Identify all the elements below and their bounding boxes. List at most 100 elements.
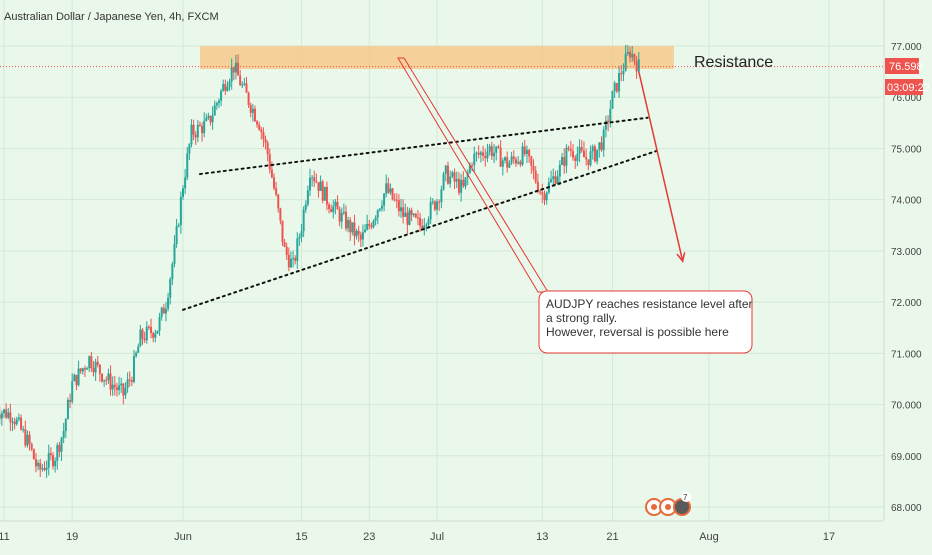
candle-body [433, 201, 436, 210]
candle-body [323, 186, 326, 201]
price-tick-label: 69.000 [891, 452, 922, 463]
candle-body [306, 190, 309, 205]
candle-body [88, 356, 91, 369]
callout[interactable]: AUDJPY reaches resistance level after a … [538, 290, 753, 354]
candle-body [56, 445, 59, 461]
watermark-logos[interactable]: 7 [645, 492, 691, 516]
candle-body [169, 279, 172, 298]
candle-body [28, 434, 31, 444]
candle-body [391, 188, 394, 200]
candle-body [477, 152, 480, 155]
candle-body [211, 115, 214, 123]
candle-body [20, 417, 23, 430]
candle-body [213, 105, 216, 116]
price-scale[interactable]: 77.000 76.000 75.000 74.000 73.000 72.000 71.0… [883, 0, 930, 520]
candle-body [198, 124, 201, 126]
candle-body [624, 53, 627, 71]
candle-body [296, 238, 299, 261]
resistance-zone[interactable] [199, 46, 674, 70]
candle-body [228, 81, 231, 87]
price-tick-labels: 77.000 76.000 75.000 74.000 73.000 72.000 71.0… [891, 42, 922, 514]
candle-body [633, 54, 636, 62]
candle-body [0, 414, 1, 419]
candle-body [631, 54, 634, 58]
candle-body [292, 257, 295, 259]
candle-body [431, 201, 434, 203]
candle-body [361, 232, 364, 240]
candle-body [397, 200, 400, 212]
candle-body [565, 147, 568, 166]
projection-arrow-head [676, 252, 686, 263]
candle-body [256, 121, 259, 125]
candle-body [460, 179, 463, 193]
time-axis[interactable]: 11 19 Jun 15 23 Jul 13 21 Aug 17 [0, 520, 884, 543]
candle-body [455, 178, 458, 182]
candle-body [504, 157, 506, 161]
candle-body [321, 181, 324, 201]
candle-body [39, 462, 42, 470]
candle-body [262, 132, 265, 139]
candle-body [75, 374, 78, 386]
candle-body [342, 211, 345, 213]
candle-body [196, 124, 199, 138]
candle-body [340, 212, 343, 222]
candle-body [328, 204, 331, 210]
candle-body [517, 161, 520, 164]
candle-body [387, 183, 390, 193]
candle-body [224, 84, 227, 91]
candle-body [552, 176, 555, 180]
candle-body [237, 62, 240, 76]
price-tick-label: 72.000 [891, 298, 922, 309]
countdown-tag [885, 79, 923, 95]
badge-count: 7 [683, 493, 688, 502]
last-price-label: 76.598 [889, 61, 923, 73]
candle-body [164, 308, 167, 314]
candle-body [453, 172, 456, 182]
projection-arrow[interactable] [638, 71, 684, 262]
candle-body [372, 220, 375, 228]
candle-body [376, 210, 379, 218]
candle-body [54, 460, 57, 467]
candle-body [289, 258, 292, 268]
candle-body [325, 186, 328, 205]
candle-body [446, 165, 449, 184]
candle-body [179, 196, 182, 226]
candle-body [175, 226, 178, 244]
candle-body [62, 430, 65, 438]
candle-body [334, 201, 337, 207]
candle-body [294, 257, 297, 261]
candle-body [370, 225, 373, 228]
candle-body [143, 338, 146, 341]
candle-body [207, 115, 210, 118]
time-tick-label: 21 [606, 531, 618, 543]
candle-body [171, 263, 174, 280]
candle-body [416, 217, 419, 219]
candle-body [5, 409, 8, 418]
candle-body [258, 124, 261, 130]
candle-body [24, 429, 27, 446]
time-tick-label: 17 [823, 531, 835, 543]
candle-body [304, 204, 307, 210]
candle-body [281, 220, 284, 242]
price-tick-label: 74.000 [891, 196, 922, 207]
candle-body [107, 373, 110, 381]
candle-body [126, 379, 129, 389]
candle-body [406, 212, 409, 225]
candle-body [563, 157, 566, 166]
candle-body [539, 191, 542, 193]
callout-line-1: AUDJPY reaches resistance level after [546, 297, 753, 311]
candle-body [364, 229, 367, 233]
time-tick-label: 11 [0, 531, 10, 543]
candle-body [347, 219, 350, 229]
symbol-title: Australian Dollar / Japanese Yen, 4h, FX… [4, 11, 219, 23]
price-tick-label: 75.000 [891, 144, 922, 155]
candle-body [13, 421, 16, 425]
candlestick-series[interactable] [0, 45, 640, 479]
candle-body [464, 177, 467, 187]
callout-box[interactable] [538, 290, 753, 354]
candle-body [317, 182, 320, 191]
candle-body [385, 183, 388, 194]
candle-body [120, 383, 123, 386]
trendline-lower[interactable] [182, 150, 658, 311]
candle-body [222, 84, 225, 91]
